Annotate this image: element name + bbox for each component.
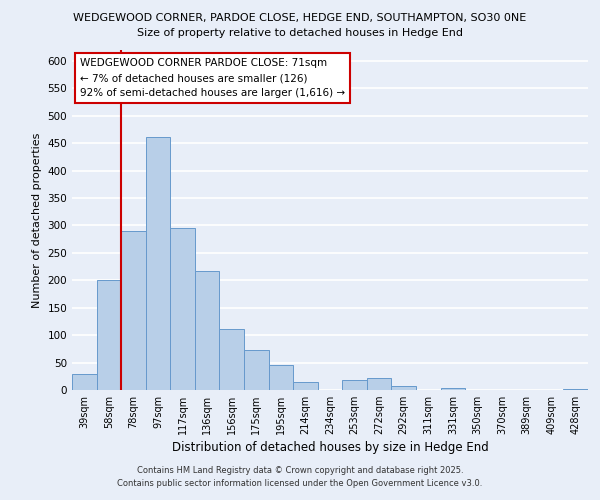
Y-axis label: Number of detached properties: Number of detached properties: [32, 132, 42, 308]
Bar: [146, 136, 170, 390]
Bar: [244, 350, 269, 390]
Bar: [391, 386, 416, 390]
Bar: [342, 380, 367, 390]
Bar: [440, 388, 465, 390]
Bar: [195, 271, 220, 390]
Text: Size of property relative to detached houses in Hedge End: Size of property relative to detached ho…: [137, 28, 463, 38]
Text: WEDGEWOOD CORNER PARDOE CLOSE: 71sqm
← 7% of detached houses are smaller (126)
9: WEDGEWOOD CORNER PARDOE CLOSE: 71sqm ← 7…: [80, 58, 345, 98]
Bar: [97, 280, 121, 390]
Bar: [269, 365, 293, 390]
Bar: [72, 374, 97, 390]
X-axis label: Distribution of detached houses by size in Hedge End: Distribution of detached houses by size …: [172, 442, 488, 454]
Text: WEDGEWOOD CORNER, PARDOE CLOSE, HEDGE END, SOUTHAMPTON, SO30 0NE: WEDGEWOOD CORNER, PARDOE CLOSE, HEDGE EN…: [73, 12, 527, 22]
Bar: [220, 329, 244, 390]
Bar: [170, 228, 195, 390]
Bar: [293, 382, 318, 390]
Bar: [563, 389, 588, 390]
Bar: [367, 378, 391, 390]
Text: Contains HM Land Registry data © Crown copyright and database right 2025.
Contai: Contains HM Land Registry data © Crown c…: [118, 466, 482, 487]
Bar: [121, 231, 146, 390]
